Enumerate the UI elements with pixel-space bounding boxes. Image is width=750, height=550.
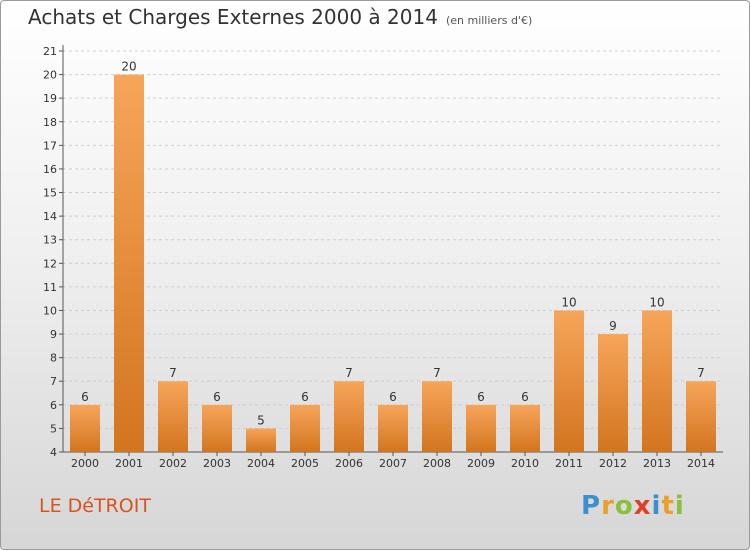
- x-tick-label: 2010: [511, 457, 539, 470]
- chart-title-main: Achats et Charges Externes 2000 à 2014: [28, 5, 438, 29]
- labels: 4 5 6 7 8 9 10 11 12 13 14 15 16 17 18 19 20 21 6 2000 20 200…: [43, 45, 715, 470]
- data-label: 5: [257, 413, 265, 427]
- logo-letter: P: [581, 491, 602, 521]
- bar: [554, 310, 584, 452]
- y-tick-label: 5: [50, 422, 57, 435]
- data-label: 6: [81, 390, 89, 404]
- x-tick-label: 2013: [643, 457, 671, 470]
- y-tick-label: 17: [43, 139, 57, 152]
- y-tick-label: 10: [43, 304, 57, 317]
- data-label: 7: [345, 366, 353, 380]
- data-label: 6: [213, 390, 221, 404]
- y-tick-label: 18: [43, 116, 57, 129]
- y-tick-label: 7: [50, 375, 57, 388]
- bar: [510, 404, 540, 452]
- x-tick-label: 2000: [71, 457, 99, 470]
- logo-letter: i: [651, 491, 662, 521]
- data-label: 9: [609, 319, 617, 333]
- logo-letter: x: [633, 491, 652, 521]
- bar: [642, 310, 672, 452]
- logo-letter: o: [614, 491, 634, 521]
- x-tick-label: 2011: [555, 457, 583, 470]
- bar: [334, 381, 364, 452]
- bar: [70, 404, 100, 452]
- x-tick-label: 2003: [203, 457, 231, 470]
- data-label: 6: [301, 390, 309, 404]
- data-label: 20: [121, 60, 136, 74]
- data-label: 6: [521, 390, 529, 404]
- x-tick-label: 2006: [335, 457, 363, 470]
- y-tick-label: 8: [50, 352, 57, 365]
- x-tick-label: 2009: [467, 457, 495, 470]
- data-label: 10: [561, 295, 576, 309]
- y-tick-label: 4: [50, 446, 57, 459]
- chart-subtitle: (en milliers d'€): [445, 14, 533, 27]
- logo-letter: r: [601, 491, 615, 521]
- y-tick-label: 19: [43, 92, 57, 105]
- y-tick-label: 11: [43, 281, 57, 294]
- logo-letter: i: [674, 491, 685, 521]
- y-tick-label: 9: [50, 328, 57, 341]
- data-label: 10: [649, 295, 664, 309]
- y-tick-label: 6: [50, 399, 57, 412]
- bar: [422, 381, 452, 452]
- y-tick-label: 12: [43, 257, 57, 270]
- x-tick-label: 2007: [379, 457, 407, 470]
- x-tick-label: 2002: [159, 457, 187, 470]
- x-tick-label: 2005: [291, 457, 319, 470]
- bar: [686, 381, 716, 452]
- bar: [246, 428, 276, 452]
- y-tick-label: 13: [43, 234, 57, 247]
- y-tick-label: 21: [43, 45, 57, 58]
- data-label: 7: [697, 366, 705, 380]
- logo-letter: t: [661, 491, 675, 521]
- x-tick-label: 2014: [687, 457, 715, 470]
- x-tick-label: 2012: [599, 457, 627, 470]
- y-tick-label: 14: [43, 210, 57, 223]
- bar: [114, 74, 144, 453]
- bar: [202, 404, 232, 452]
- commune-name: LE DéTROIT: [39, 495, 151, 517]
- chart-title: Achats et Charges Externes 2000 à 2014 (e…: [28, 5, 532, 29]
- proxiti-logo: Proxiti: [581, 491, 685, 521]
- bars: [70, 74, 716, 453]
- data-label: 6: [389, 390, 397, 404]
- bar: [466, 404, 496, 452]
- bar: [290, 404, 320, 452]
- bar: [378, 404, 408, 452]
- bar: [158, 381, 188, 452]
- x-tick-label: 2004: [247, 457, 275, 470]
- y-tick-label: 16: [43, 163, 57, 176]
- x-tick-label: 2001: [115, 457, 143, 470]
- x-tick-label: 2008: [423, 457, 451, 470]
- data-label: 7: [169, 366, 177, 380]
- bar: [598, 334, 628, 452]
- data-label: 7: [433, 366, 441, 380]
- y-tick-label: 20: [43, 69, 57, 82]
- data-label: 6: [477, 390, 485, 404]
- y-tick-label: 15: [43, 187, 57, 200]
